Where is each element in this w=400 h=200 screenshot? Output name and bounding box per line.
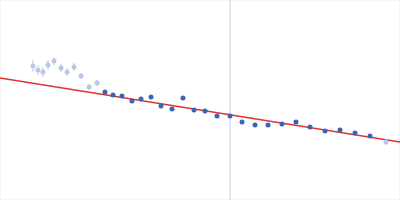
point <box>52 59 57 64</box>
reference-line <box>230 0 231 200</box>
point-group <box>46 60 51 70</box>
point <box>120 94 125 99</box>
point-group <box>308 125 313 130</box>
point <box>280 122 285 127</box>
point-group <box>215 114 220 119</box>
point-group <box>280 122 285 127</box>
point-group <box>87 84 92 90</box>
point-group <box>228 114 233 119</box>
point <box>323 129 328 134</box>
point <box>203 109 208 114</box>
point <box>149 95 154 100</box>
point-group <box>59 64 64 72</box>
point <box>72 65 77 70</box>
point-group <box>294 120 299 125</box>
point <box>65 70 70 75</box>
point <box>103 90 108 95</box>
point-group <box>41 67 46 77</box>
point-group <box>130 99 135 104</box>
point-group <box>52 57 57 65</box>
point-group <box>31 60 36 72</box>
point-group <box>139 97 144 102</box>
point <box>228 114 233 119</box>
point-group <box>253 123 258 128</box>
point-group <box>170 107 175 112</box>
point-group <box>95 80 100 86</box>
point-group <box>368 134 373 139</box>
point <box>31 64 36 69</box>
point-group <box>103 90 108 95</box>
point <box>130 99 135 104</box>
point-group <box>323 129 328 134</box>
point <box>79 74 84 79</box>
point-group <box>181 96 186 101</box>
point <box>253 123 258 128</box>
point <box>240 120 245 125</box>
point <box>46 63 51 68</box>
point <box>139 97 144 102</box>
point <box>95 81 100 86</box>
point <box>215 114 220 119</box>
plot-frame <box>1 1 400 200</box>
point-group <box>149 95 154 100</box>
point-group <box>111 93 116 98</box>
point-group <box>159 104 164 109</box>
point-group <box>384 139 389 145</box>
plot-area <box>0 0 400 200</box>
point <box>181 96 186 101</box>
fit-line <box>0 78 400 142</box>
point <box>59 66 64 71</box>
point <box>308 125 313 130</box>
point <box>368 134 373 139</box>
point <box>170 107 175 112</box>
point <box>36 68 41 73</box>
point <box>87 85 92 90</box>
point-group <box>266 123 271 128</box>
point-group <box>203 109 208 114</box>
point <box>192 108 197 113</box>
chart <box>0 0 400 200</box>
point <box>384 140 389 145</box>
point-group <box>353 131 358 136</box>
point-group <box>36 65 41 75</box>
point <box>111 93 116 98</box>
point-group <box>79 73 84 79</box>
point-group <box>72 63 77 71</box>
point <box>338 128 343 133</box>
point-group <box>120 94 125 99</box>
point <box>41 70 46 75</box>
point <box>266 123 271 128</box>
point-group <box>240 120 245 125</box>
point-group <box>65 68 70 76</box>
point-group <box>338 128 343 133</box>
point <box>294 120 299 125</box>
point-group <box>192 108 197 113</box>
point <box>353 131 358 136</box>
point <box>159 104 164 109</box>
